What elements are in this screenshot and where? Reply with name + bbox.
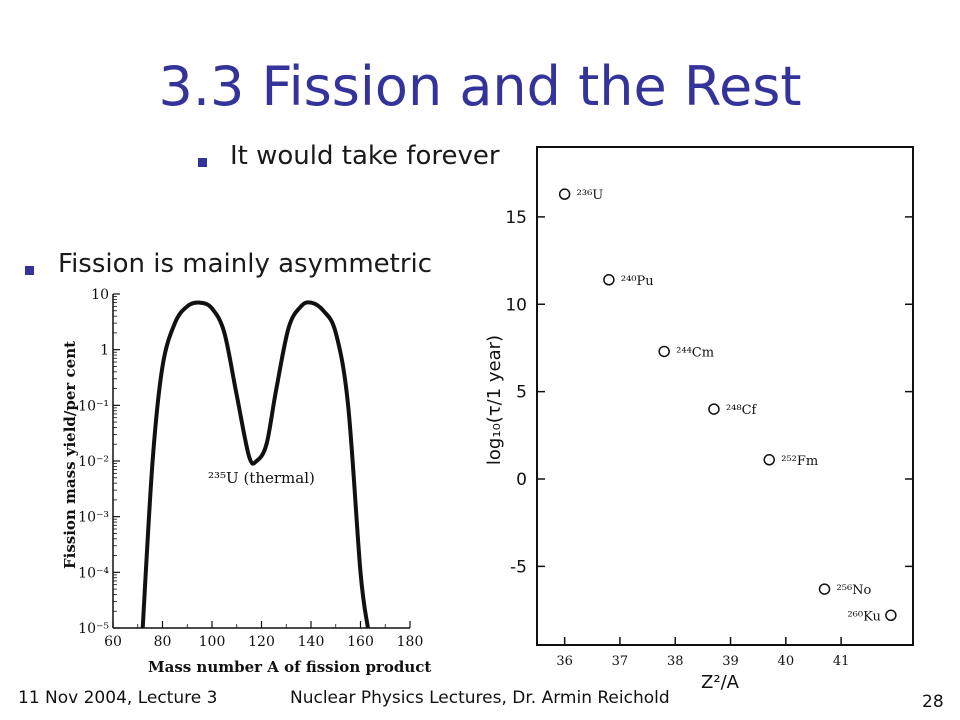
yield-chart-y-tick-label: 10⁻³ (78, 510, 109, 526)
lifetime-chart-y-label: log₁₀(τ/1 year) (484, 335, 505, 465)
lifetime-chart-y-tick-label: 15 (505, 208, 527, 228)
bullet-text-2: Fission is mainly asymmetric (58, 249, 433, 279)
lifetime-data-point (558, 188, 571, 200)
bullet-text-1: It would take forever (230, 141, 500, 171)
fission-yield-chart: 10 1 10⁻¹ 10⁻² 10⁻³ 10⁻⁴ 10⁻⁵ 60 80 100 120 140 160… (61, 287, 431, 676)
lifetime-chart-x-tick-label: 36 (556, 654, 573, 669)
yield-chart-x-tick-label: 80 (154, 634, 172, 650)
lifetime-point-label: ²⁴⁰Pu (621, 274, 654, 289)
bullet-marker (25, 266, 34, 275)
lifetime-chart-x-tick-label: 40 (778, 654, 795, 669)
lifetime-point-label: ²⁵²Fm (781, 454, 818, 469)
lifetime-chart-points: ²³⁶U ²⁴⁰Pu ²⁴⁴Cm ²⁴⁸Cf ²⁵²Fm ²⁵⁶No ²⁶⁰Ku (558, 188, 897, 624)
yield-chart-x-tick-label: 60 (104, 634, 122, 650)
yield-chart-y-tick-label: 10⁻⁴ (78, 565, 109, 581)
lifetime-chart-y-tick-label: 10 (505, 295, 527, 315)
lifetime-chart-x-label: Z²/A (701, 672, 740, 693)
yield-curve (140, 300, 370, 629)
yield-chart-y-tick-label: 10 (91, 287, 109, 303)
yield-chart-y-tick-label: 10⁻⁵ (78, 621, 109, 637)
yield-chart-y-label: Fission mass yield/per cent (61, 341, 79, 569)
lifetime-chart-y-tick-label: -5 (510, 557, 527, 577)
lifetime-chart-x-tick-label: 38 (667, 654, 684, 669)
footer-date: 11 Nov 2004, Lecture 3 (18, 688, 218, 708)
yield-chart-x-tick-label: 100 (199, 634, 226, 650)
yield-chart-y-ticks: 10 1 10⁻¹ 10⁻² 10⁻³ 10⁻⁴ 10⁻⁵ (78, 287, 120, 637)
slide-title: 3.3 Fission and the Rest (158, 55, 802, 118)
yield-chart-x-tick-label: 160 (347, 634, 374, 650)
lifetime-chart-y-tick-label: 0 (516, 470, 527, 490)
lifetime-point-label: ²⁶⁰Ku (847, 609, 880, 624)
yield-chart-y-tick-label: 1 (100, 343, 109, 359)
yield-chart-x-tick-label: 180 (397, 634, 424, 650)
lifetime-chart-x-tick-label: 37 (612, 654, 629, 669)
lifetime-chart-frame (536, 146, 914, 646)
lifetime-chart-x-tick-label: 39 (722, 654, 739, 669)
lifetime-chart-x-ticks: 36 37 38 39 40 41 (556, 637, 849, 669)
lifetime-chart-x-tick-label: 41 (833, 654, 850, 669)
yield-chart-y-tick-label: 10⁻¹ (78, 398, 109, 414)
footer-lecturer: Nuclear Physics Lectures, Dr. Armin Reic… (290, 688, 670, 708)
yield-chart-x-tick-label: 140 (298, 634, 325, 650)
lifetime-point-label: ²⁴⁸Cf (726, 403, 758, 418)
fission-lifetime-chart: 15 10 5 0 -5 36 37 38 39 40 41 ²³⁶U ²⁴⁰Pu ²⁴⁴Cm ²⁴⁸C… (484, 146, 914, 693)
bullet-marker (198, 158, 207, 167)
yield-chart-x-label: Mass number A of fission product (148, 658, 431, 676)
page-number: 28 (922, 692, 944, 712)
lifetime-point-label: ²³⁶U (577, 188, 604, 203)
lifetime-chart-y-tick-label: 5 (516, 383, 527, 403)
yield-chart-axes (112, 294, 410, 629)
yield-chart-annotation: ²³⁵U (thermal) (208, 469, 315, 487)
yield-chart-x-tick-label: 120 (248, 634, 275, 650)
lifetime-chart-y-ticks: 15 10 5 0 -5 (505, 208, 913, 577)
lifetime-point-label: ²⁴⁴Cm (676, 345, 714, 360)
lifetime-data-point (818, 583, 831, 595)
yield-chart-y-tick-label: 10⁻² (78, 454, 109, 470)
lifetime-data-point (603, 274, 615, 286)
lifetime-data-point (658, 345, 670, 358)
lifetime-point-label: ²⁵⁶No (837, 583, 872, 598)
yield-chart-x-ticks: 60 80 100 120 140 160 180 (104, 621, 423, 650)
lifetime-data-point (708, 403, 720, 415)
lifetime-data-point (885, 609, 897, 622)
lifetime-data-point (763, 454, 775, 466)
